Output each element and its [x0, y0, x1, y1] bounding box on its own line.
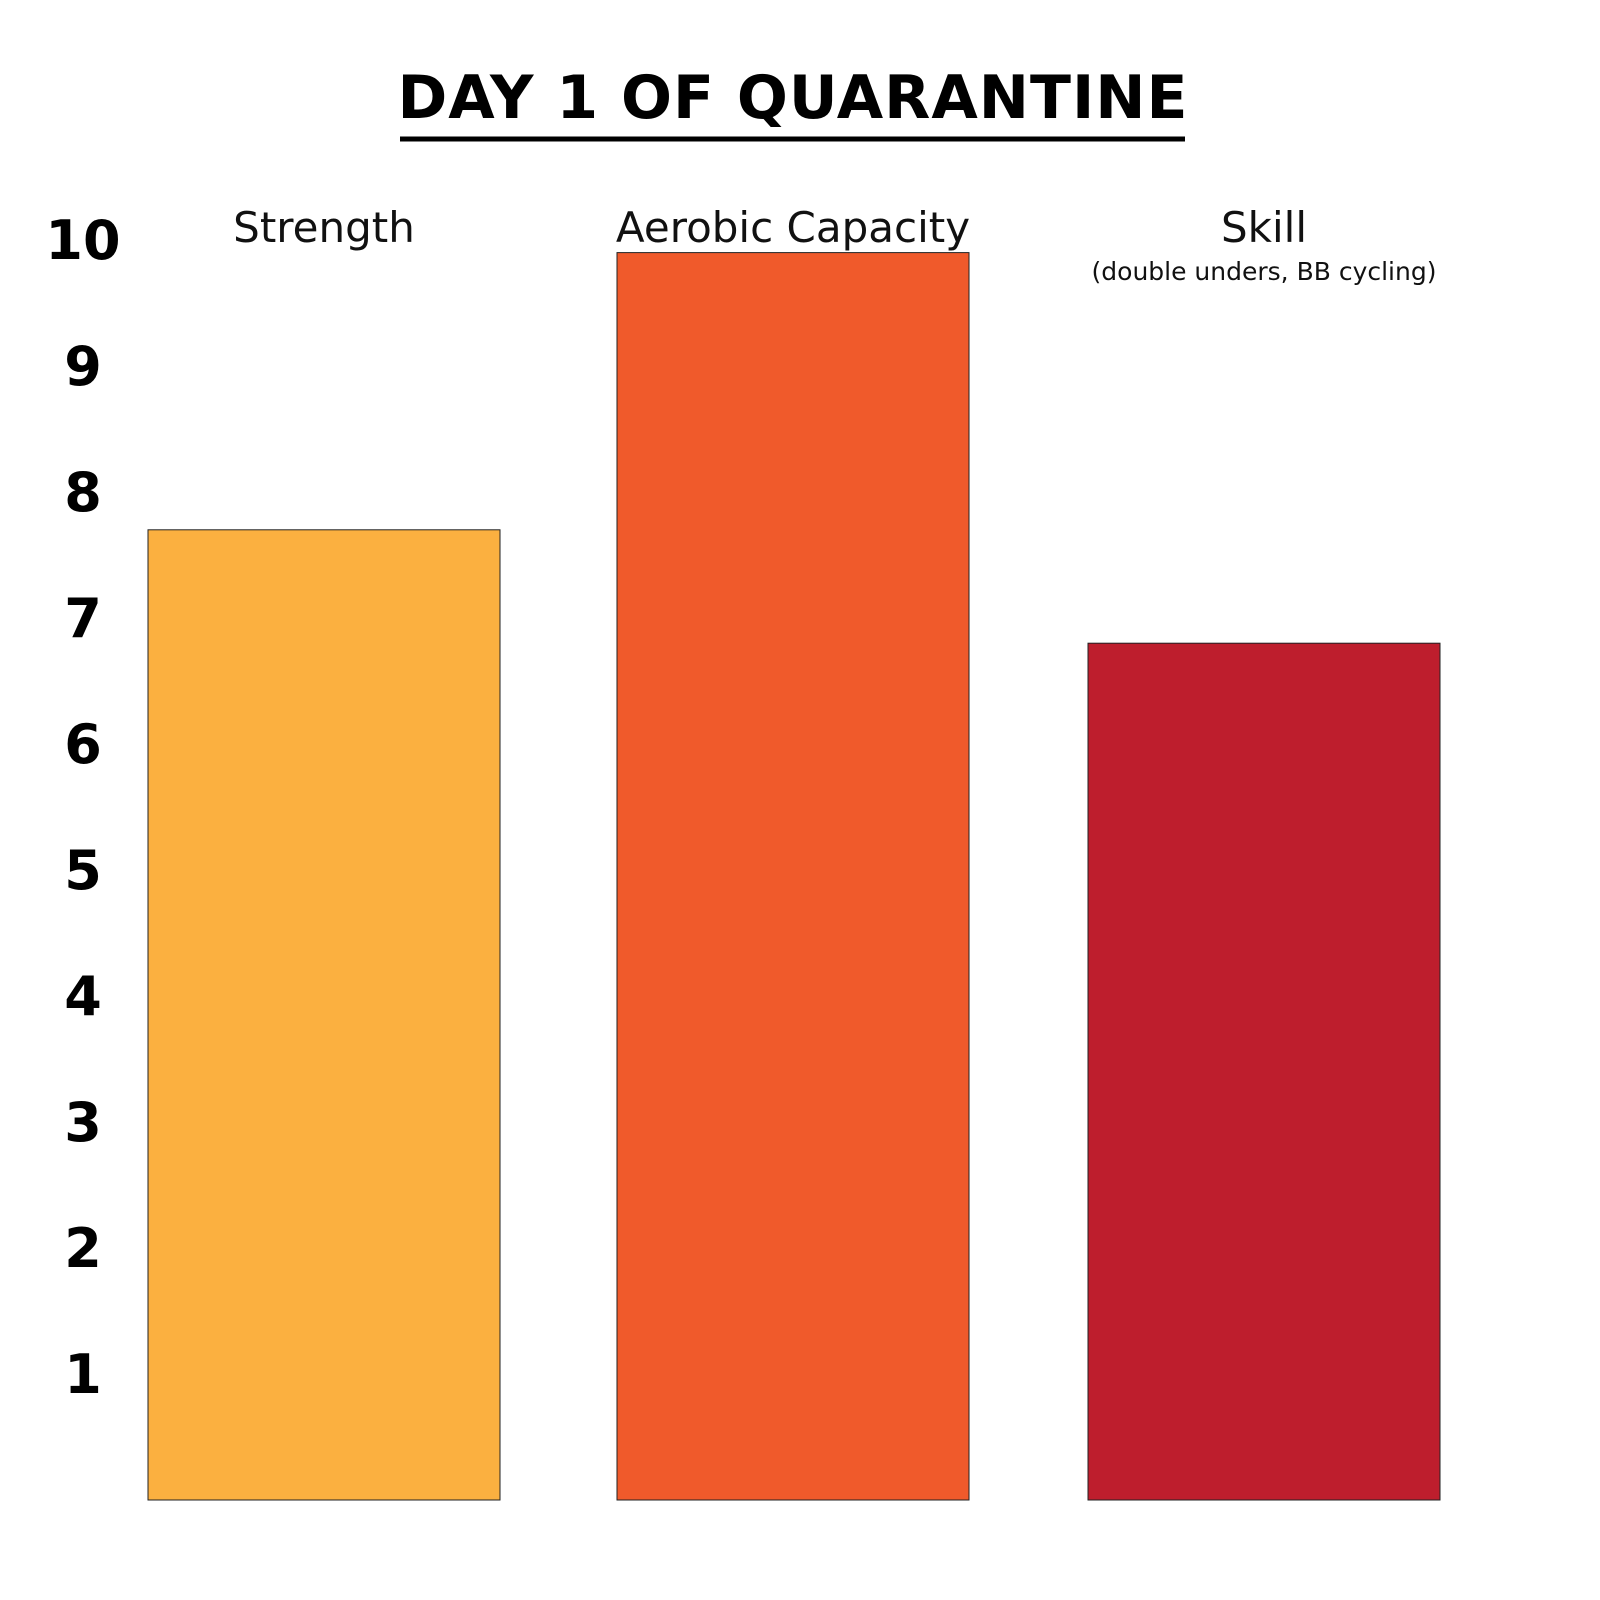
y-tick-label: 3	[64, 1091, 102, 1154]
y-tick-label: 1	[64, 1343, 102, 1406]
y-tick-label: 6	[64, 713, 102, 776]
category-label-strength: Strength	[233, 203, 415, 252]
y-tick-label: 9	[64, 335, 102, 398]
bars	[148, 253, 1440, 1500]
y-axis-ticks: 1 2 3 4 5 6 7 8 9 10	[45, 209, 120, 1406]
chart-title-group: DAY 1 OF QUARANTINE	[398, 63, 1189, 139]
bar-skill	[1088, 643, 1440, 1500]
chart-title: DAY 1 OF QUARANTINE	[398, 63, 1189, 133]
bar-aerobic-capacity	[617, 253, 969, 1500]
category-label-skill: Skill	[1221, 203, 1307, 252]
y-tick-label: 8	[64, 461, 102, 524]
y-tick-label: 10	[45, 209, 120, 272]
y-tick-label: 2	[64, 1217, 102, 1280]
category-label-aerobic-capacity: Aerobic Capacity	[616, 203, 970, 252]
y-tick-label: 7	[64, 587, 102, 650]
y-tick-label: 5	[64, 839, 102, 902]
bar-strength	[148, 530, 500, 1500]
category-sublabel-skill: (double unders, BB cycling)	[1092, 257, 1437, 286]
y-tick-label: 4	[64, 965, 102, 1028]
